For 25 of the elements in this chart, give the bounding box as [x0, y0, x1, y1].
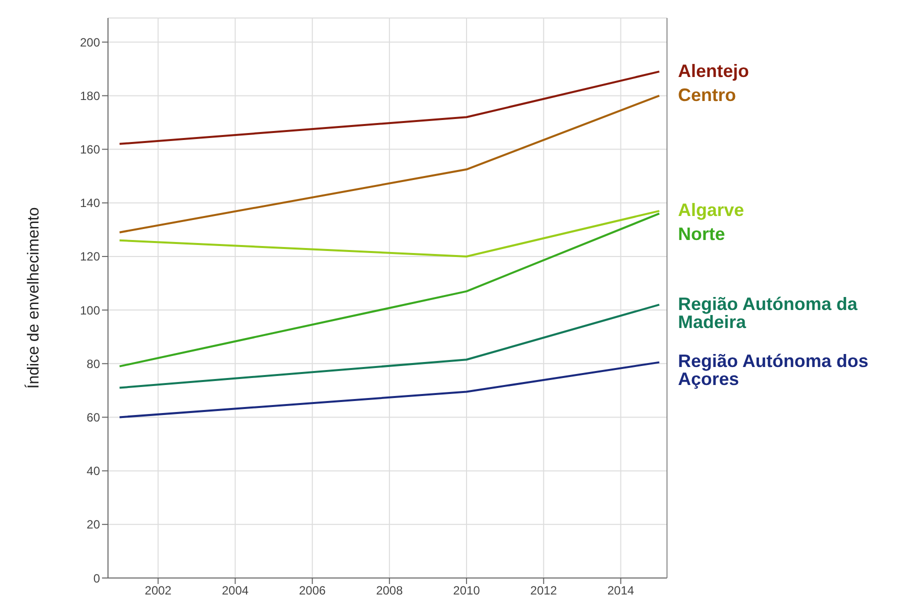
series-label: Algarve: [678, 200, 746, 220]
x-tick-label: 2014: [607, 584, 634, 598]
y-tick-label: 40: [86, 464, 100, 478]
series-label: Alentejo: [678, 60, 750, 81]
y-tick-label: 160: [80, 142, 100, 157]
y-tick-label: 20: [86, 518, 100, 532]
y-tick-label: 120: [80, 250, 100, 264]
series-label: Região Autónoma dos Açores: [678, 351, 870, 390]
x-tick-label: 2010: [453, 584, 480, 598]
y-tick-label: 200: [80, 35, 100, 50]
y-tick-label: 180: [80, 88, 100, 103]
x-tick-label: 2012: [530, 584, 558, 598]
series-label: Região Autónoma da Madeira: [678, 294, 858, 332]
x-tick-label: 2004: [222, 584, 249, 598]
series-label: Centro: [678, 84, 737, 105]
y-tick-label: 100: [80, 303, 100, 318]
x-tick-label: 2006: [298, 584, 326, 598]
y-tick-label: 80: [86, 356, 100, 371]
y-axis-title: Índice de envelhecimento: [24, 207, 43, 389]
y-tick-label: 60: [86, 410, 100, 424]
series-label: Norte: [678, 224, 726, 244]
y-tick-label: 140: [80, 196, 100, 210]
x-tick-label: 2008: [376, 584, 404, 598]
x-tick-label: 2002: [144, 584, 172, 598]
y-tick-label: 0: [93, 571, 100, 586]
